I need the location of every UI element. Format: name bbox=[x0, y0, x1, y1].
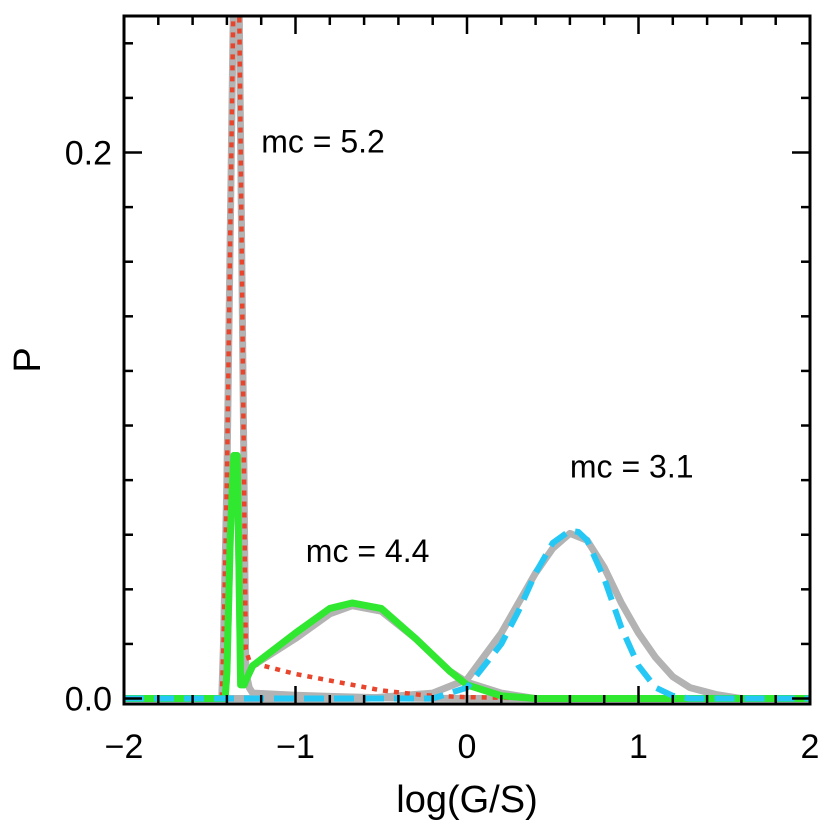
x-tick-label: −2 bbox=[105, 728, 144, 766]
curve-annotation: mc = 3.1 bbox=[570, 448, 694, 484]
series-line-6 bbox=[124, 527, 810, 702]
curve-annotation: mc = 4.4 bbox=[306, 533, 430, 569]
y-tick-label: 0.2 bbox=[65, 135, 112, 173]
x-tick-label: −1 bbox=[276, 728, 315, 766]
x-tick-label: 2 bbox=[801, 728, 820, 766]
series-line-5 bbox=[124, 452, 810, 703]
x-tick-label: 1 bbox=[629, 728, 648, 766]
x-axis-title: log(G/S) bbox=[396, 779, 537, 821]
axes-layer bbox=[122, 14, 812, 706]
y-axis-title: P bbox=[7, 347, 49, 372]
curve-annotation: mc = 5.2 bbox=[261, 124, 385, 160]
labels-layer: −2 −1 0 1 2 0.0 0.2 log(G/S) Pmc = 5.2 mc = 4.4 mc… bbox=[7, 124, 819, 821]
x-tick-label: 0 bbox=[458, 728, 477, 766]
y-tick-label: 0.0 bbox=[65, 681, 112, 719]
